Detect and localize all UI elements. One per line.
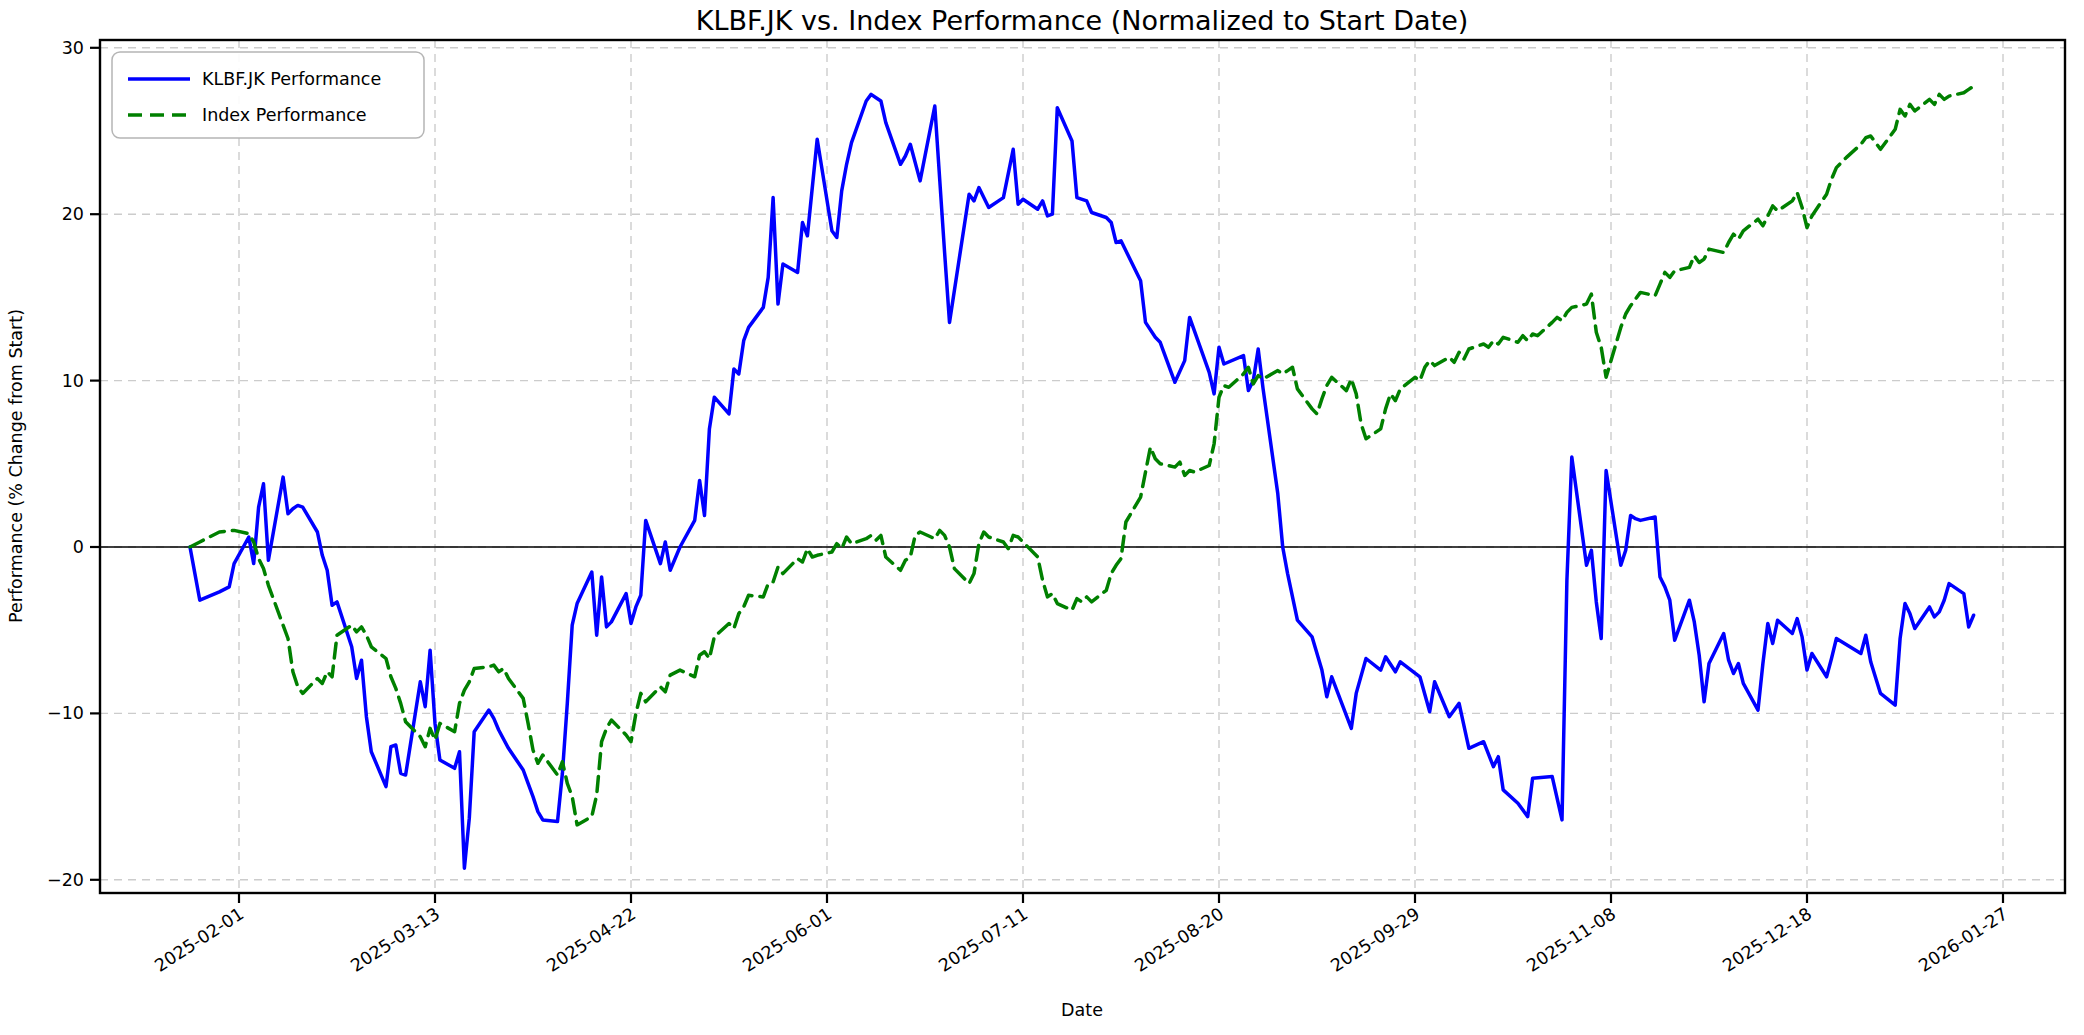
legend: KLBF.JK Performance Index Performance xyxy=(112,52,424,138)
vertical-gridlines xyxy=(239,40,2003,893)
legend-box xyxy=(112,52,424,138)
series-lines xyxy=(190,86,1974,868)
horizontal-gridlines xyxy=(100,48,2065,880)
x-tick-label: 2025-08-20 xyxy=(1131,904,1227,976)
x-tick-label: 2025-03-13 xyxy=(347,904,443,976)
x-tick-label: 2025-07-11 xyxy=(935,904,1031,976)
legend-label: KLBF.JK Performance xyxy=(202,69,381,89)
y-tick-label: 10 xyxy=(62,371,84,391)
chart-title: KLBF.JK vs. Index Performance (Normalize… xyxy=(696,5,1469,36)
x-tick-label: 2025-02-01 xyxy=(151,904,247,976)
x-tick-label: 2025-11-08 xyxy=(1523,904,1619,976)
x-tick-label: 2025-06-01 xyxy=(739,904,835,976)
y-tick-label: 30 xyxy=(62,38,84,58)
x-axis-ticks: 2025-02-01 2025-03-13 2025-04-22 2025-06-01… xyxy=(151,893,2011,976)
legend-label: Index Performance xyxy=(202,105,367,125)
x-tick-label: 2025-04-22 xyxy=(543,904,639,976)
y-tick-label: 0 xyxy=(73,537,84,557)
y-axis-label: Performance (% Change from Start) xyxy=(6,309,26,623)
performance-chart: 2025-02-01 2025-03-13 2025-04-22 2025-06-01… xyxy=(0,0,2084,1035)
axes-spines xyxy=(100,40,2065,893)
x-tick-label: 2025-09-29 xyxy=(1327,904,1423,976)
y-tick-label: −20 xyxy=(47,870,84,890)
x-tick-label: 2026-01-27 xyxy=(1915,904,2011,976)
y-tick-label: 20 xyxy=(62,204,84,224)
x-axis-label: Date xyxy=(1061,1000,1103,1020)
x-tick-label: 2025-12-18 xyxy=(1719,904,1815,976)
chart-figure: 2025-02-01 2025-03-13 2025-04-22 2025-06-01… xyxy=(0,0,2084,1035)
y-axis-ticks: 30 20 10 0 −10 −20 xyxy=(47,38,100,890)
klbf-series-line xyxy=(190,94,1974,868)
y-tick-label: −10 xyxy=(47,703,84,723)
